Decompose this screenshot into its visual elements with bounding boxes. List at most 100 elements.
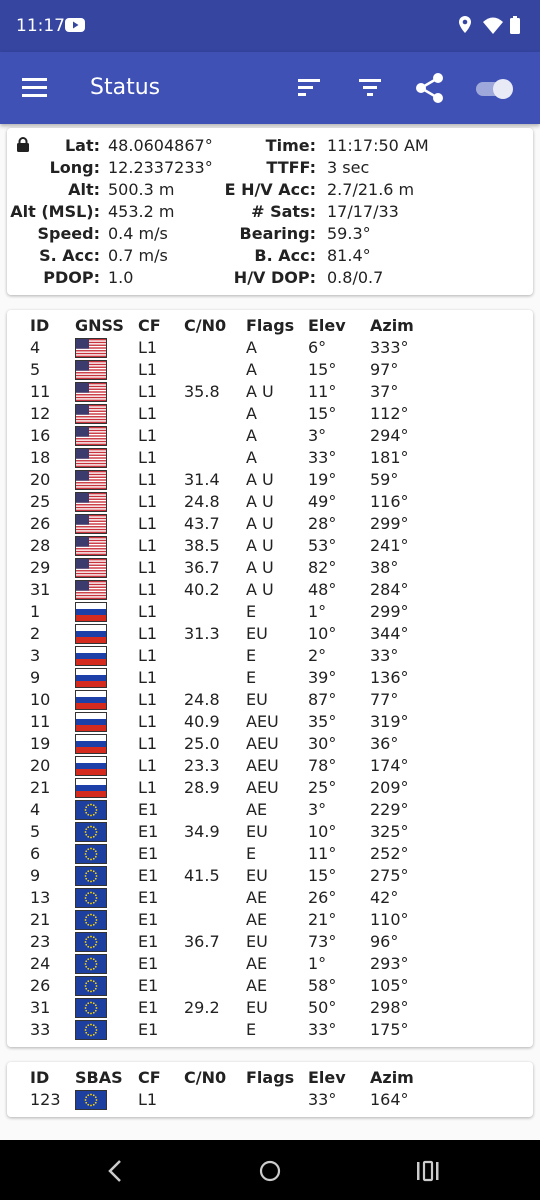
share-button[interactable] xyxy=(414,72,446,104)
cell: 298° xyxy=(370,998,409,1017)
cell: 78° xyxy=(308,756,337,775)
cell: 175° xyxy=(370,1020,409,1039)
cell: L1 xyxy=(138,580,158,599)
cell: 181° xyxy=(370,448,409,467)
cell: 38.5 xyxy=(184,536,220,555)
cell: AE xyxy=(246,800,268,819)
cell: 10° xyxy=(308,822,337,841)
cell: 43.7 xyxy=(184,514,220,533)
cell: 31 xyxy=(30,998,51,1017)
column-header: C/N0 xyxy=(184,1068,227,1087)
field-value: 12.2337233° xyxy=(108,158,213,177)
cell: 1 xyxy=(30,602,41,621)
cell: 25.0 xyxy=(184,734,220,753)
cell: 3° xyxy=(308,800,327,819)
cell: 87° xyxy=(308,690,337,709)
cell: 19 xyxy=(30,734,51,753)
sbas-card: ID SBAS CF C/N0 Flags Elev Azim 123 L1 33° 164° xyxy=(7,1062,533,1117)
cell: 16 xyxy=(30,426,51,445)
column-header: SBAS xyxy=(75,1068,123,1087)
cell: A xyxy=(246,338,257,357)
cell: 15° xyxy=(308,360,337,379)
gnss-flag xyxy=(75,470,107,490)
gnss-flag xyxy=(75,536,107,556)
gnss-flag xyxy=(75,800,107,820)
cell: 209° xyxy=(370,778,409,797)
cell: 35° xyxy=(308,712,337,731)
sort-button[interactable] xyxy=(297,76,323,98)
cell: L1 xyxy=(138,558,158,577)
cell: E1 xyxy=(138,932,159,951)
menu-button[interactable] xyxy=(22,76,48,98)
cell: 10 xyxy=(30,690,51,709)
toggle-switch[interactable] xyxy=(472,74,520,104)
cell: 2 xyxy=(30,624,41,643)
cell: 5 xyxy=(30,360,41,379)
gnss-flag xyxy=(75,360,107,380)
cell: 15° xyxy=(308,866,337,885)
cell: E1 xyxy=(138,1020,159,1039)
cell: 174° xyxy=(370,756,409,775)
cell: 293° xyxy=(370,954,409,973)
cell: 1° xyxy=(308,602,327,621)
cell: 35.8 xyxy=(184,382,220,401)
column-header: C/N0 xyxy=(184,316,227,335)
column-header: ID xyxy=(30,316,50,335)
cell: 21° xyxy=(308,910,337,929)
cell: EU xyxy=(246,998,268,1017)
cell: L1 xyxy=(138,426,158,445)
location-card: Lat: 48.0604867° Long: 12.2337233° Alt: 500.3… xyxy=(7,128,533,295)
field-label: Time: xyxy=(265,136,316,155)
nav-buttons[interactable] xyxy=(100,1158,440,1184)
cell: 18 xyxy=(30,448,51,467)
gnss-flag xyxy=(75,668,107,688)
cell: A U xyxy=(246,558,274,577)
cell: 6° xyxy=(308,338,327,357)
cell: 9 xyxy=(30,866,41,885)
gnss-flag xyxy=(75,338,107,358)
cell: 10° xyxy=(308,624,337,643)
cell: L1 xyxy=(138,470,158,489)
cell: 123 xyxy=(30,1090,61,1109)
cell: L1 xyxy=(138,624,158,643)
cell: 229° xyxy=(370,800,409,819)
cell: AE xyxy=(246,910,268,929)
cell: 28 xyxy=(30,536,51,555)
cell: L1 xyxy=(138,360,158,379)
gnss-flag xyxy=(75,690,107,710)
cell: 21 xyxy=(30,910,51,929)
gnss-flag xyxy=(75,756,107,776)
cell: L1 xyxy=(138,514,158,533)
gnss-flag xyxy=(75,844,107,864)
gnss-flag xyxy=(75,1020,107,1040)
cell: L1 xyxy=(138,536,158,555)
gnss-flag xyxy=(75,910,107,930)
cell: 20 xyxy=(30,470,51,489)
cell: 24.8 xyxy=(184,492,220,511)
cell: 28° xyxy=(308,514,337,533)
cell: EU xyxy=(246,690,268,709)
cell: 31 xyxy=(30,580,51,599)
cell: 136° xyxy=(370,668,409,687)
field-value: 0.8/0.7 xyxy=(327,268,384,287)
filter-button[interactable] xyxy=(358,76,384,98)
cell: E xyxy=(246,602,257,621)
field-value: 81.4° xyxy=(327,246,371,265)
field-value: 0.7 m/s xyxy=(108,246,168,265)
clock: 11:17 xyxy=(16,16,65,36)
cell: 344° xyxy=(370,624,409,643)
cell: 13 xyxy=(30,888,51,907)
cell: A U xyxy=(246,492,274,511)
cell: AEU xyxy=(246,756,279,775)
cell: L1 xyxy=(138,1090,158,1109)
cell: 23 xyxy=(30,932,51,951)
field-label: TTFF: xyxy=(266,158,316,177)
cell: A U xyxy=(246,514,274,533)
gnss-flag xyxy=(75,822,107,842)
cell: E1 xyxy=(138,822,159,841)
cell: 164° xyxy=(370,1090,409,1109)
field-label: Alt (MSL): xyxy=(10,202,100,221)
cell: E1 xyxy=(138,998,159,1017)
gnss-flag xyxy=(75,602,107,622)
field-label: Speed: xyxy=(37,224,100,243)
